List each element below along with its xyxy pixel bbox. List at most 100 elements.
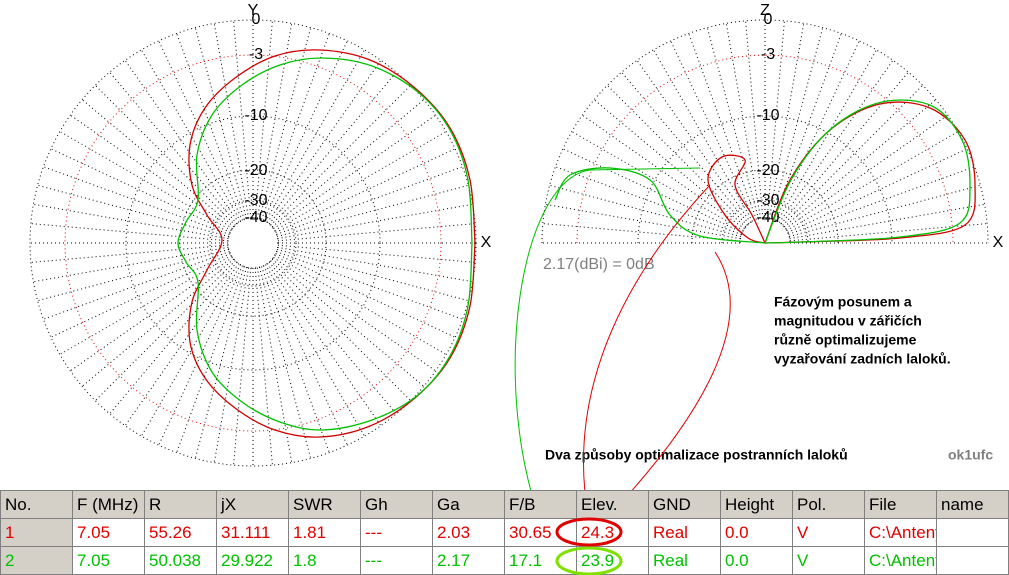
ring-label: -30 <box>244 192 267 209</box>
grid-spoke <box>176 33 245 220</box>
table-cell <box>936 518 1009 547</box>
grid-spoke <box>213 267 250 463</box>
grid-spoke <box>606 84 748 226</box>
ring-label: -40 <box>756 209 779 226</box>
table-cell: File <box>864 490 937 519</box>
grid-spoke <box>273 256 436 372</box>
grid-spoke <box>59 131 232 231</box>
grid-spoke <box>780 71 909 225</box>
table-cell: R <box>144 490 217 519</box>
grid-spoke <box>787 148 968 233</box>
grid-spoke <box>555 166 742 235</box>
grid-spoke <box>256 23 293 219</box>
grid-spoke <box>277 244 476 263</box>
table-cell: V <box>792 546 865 575</box>
grid-spoke <box>265 264 365 437</box>
table-row: 1 7.05 55.26 31.111 1.81 --- 2.03 30.65 24.3 Real… <box>0 518 1009 547</box>
grid-spoke <box>271 99 425 228</box>
annotation-line: různě optimalizujeme <box>774 332 917 348</box>
table-cell: 29.922 <box>216 546 289 575</box>
table-cell: C:\Anteny_ <box>864 518 937 547</box>
table-cell: --- <box>360 518 433 547</box>
table-cell: 55.26 <box>144 518 217 547</box>
pointer-arrow <box>583 184 711 526</box>
table-cell: F (MHz) <box>72 490 145 519</box>
pattern-plots: YX0-3-10-20-30-40ZX0-3-10-20-30-402.17(d… <box>29 2 1004 526</box>
grid-spoke <box>275 148 456 233</box>
grid-spoke <box>277 203 473 240</box>
grid-ring <box>209 199 297 287</box>
grid-spoke <box>261 266 330 453</box>
grid-spoke <box>268 71 397 225</box>
table-cell: Height <box>720 490 793 519</box>
grid-spoke <box>706 27 760 219</box>
table-cell: 2.03 <box>432 518 505 547</box>
grid-spoke <box>270 84 412 226</box>
ring-label: -20 <box>756 162 779 179</box>
grid-spoke <box>571 131 744 231</box>
grid-spoke <box>562 148 743 233</box>
author: ok1ufc <box>948 447 993 463</box>
annotation-line: magnitudou v zářičích <box>774 313 922 329</box>
grid-spoke <box>158 265 243 446</box>
elevation-back-lobe <box>554 167 766 244</box>
pointer-arrow <box>604 251 731 521</box>
grid-spoke <box>785 114 948 230</box>
grid-spoke <box>582 114 745 230</box>
grid-spoke <box>275 253 456 338</box>
table-cell: 7.05 <box>72 546 145 575</box>
grid-spoke <box>276 251 463 320</box>
grid-spoke <box>670 40 755 221</box>
grid-ring <box>29 19 477 467</box>
grid-spoke <box>274 255 447 355</box>
grid-spoke <box>782 84 924 226</box>
table-cell: Elev. <box>576 490 649 519</box>
grid-spoke <box>141 264 241 437</box>
grid-spoke <box>266 263 382 426</box>
grid-spoke <box>768 23 805 219</box>
table-cell <box>936 546 1009 575</box>
ring-label: 0 <box>764 11 773 28</box>
table-cell: 7.05 <box>72 518 145 547</box>
grid-spoke <box>766 20 785 219</box>
grid-spoke <box>745 20 764 219</box>
grid-spoke <box>43 251 230 320</box>
grid-ring <box>541 19 989 244</box>
table-cell: Ga <box>432 490 505 519</box>
grid-spoke <box>636 60 752 223</box>
grid-spoke <box>50 253 231 338</box>
grid-spoke <box>258 267 312 459</box>
grid-spoke <box>70 256 233 372</box>
grid-spoke <box>254 267 273 466</box>
grid-spoke <box>263 40 348 221</box>
table-cell: 1.8 <box>288 546 361 575</box>
grid-spoke <box>94 84 236 226</box>
grid-spoke <box>176 266 245 453</box>
ring-label: -40 <box>244 209 267 226</box>
table-cell: name <box>936 490 1009 519</box>
table-cell: Pol. <box>792 490 865 519</box>
axis-label: Z <box>760 2 770 19</box>
axis-label: X <box>481 234 492 251</box>
ring-label: -10 <box>756 107 779 124</box>
grid-spoke <box>213 23 250 219</box>
grid-spoke <box>789 203 985 240</box>
grid-spoke <box>545 203 741 240</box>
grid-spoke <box>37 248 229 302</box>
axis-label: Y <box>248 2 259 19</box>
table-cell: GND <box>648 490 721 519</box>
grid-spoke <box>773 33 842 220</box>
table-cell: C:\Anteny_ <box>864 546 937 575</box>
grid-spoke <box>276 166 463 235</box>
table-cell: 23.9 <box>576 546 649 575</box>
grid-spoke <box>94 260 236 402</box>
table-cell: Real <box>648 518 721 547</box>
grid-spoke <box>688 33 757 220</box>
grid-spoke <box>266 60 382 223</box>
gain-reference: 2.17(dBi) = 0dB <box>543 256 655 273</box>
grid-spoke <box>70 114 233 230</box>
table-cell: 30.65 <box>504 518 577 547</box>
grid-spoke <box>33 246 229 283</box>
grid-spoke <box>268 261 397 415</box>
